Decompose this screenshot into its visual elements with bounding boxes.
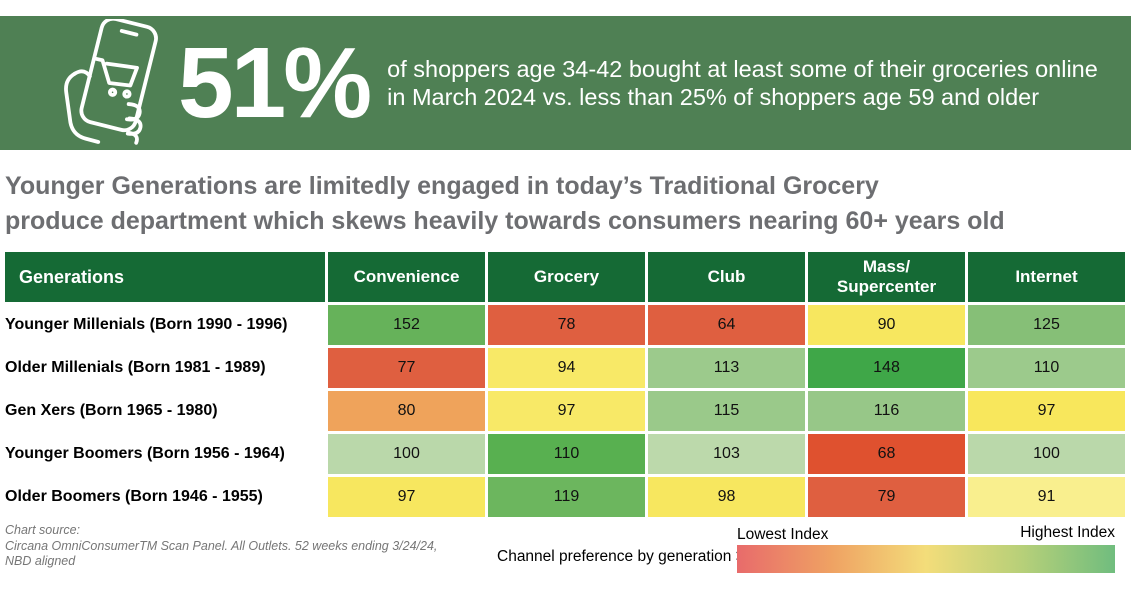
legend-lowest-label: Lowest Index	[737, 526, 829, 543]
row-label: Younger Millenials (Born 1990 - 1996)	[5, 305, 325, 345]
table-row: Older Boomers (Born 1946 - 1955) 97 119 98 7…	[5, 477, 1125, 517]
heatmap-header-row: Generations Convenience Grocery Club Mas…	[5, 252, 1125, 302]
column-header-club: Club	[648, 252, 805, 302]
heatmap-cell: 110	[488, 434, 645, 474]
legend-caption: Channel preference by generation >	[497, 548, 745, 565]
heatmap-cell: 64	[648, 305, 805, 345]
stat-description-line2: in March 2024 vs. less than 25% of shopp…	[387, 84, 1040, 110]
legend-gradient-bar	[737, 545, 1115, 573]
row-label: Older Millenials (Born 1981 - 1989)	[5, 348, 325, 388]
legend-highest-label: Highest Index	[1020, 524, 1115, 541]
row-label: Gen Xers (Born 1965 - 1980)	[5, 391, 325, 431]
column-header-generations: Generations	[5, 252, 325, 302]
heatmap-cell: 79	[808, 477, 965, 517]
heatmap-cell: 116	[808, 391, 965, 431]
table-row: Younger Boomers (Born 1956 - 1964) 100 110…	[5, 434, 1125, 474]
heatmap-cell: 125	[968, 305, 1125, 345]
table-row: Gen Xers (Born 1965 - 1980) 80 97 115 116 97	[5, 391, 1125, 431]
table-row: Younger Millenials (Born 1990 - 1996) 152…	[5, 305, 1125, 345]
heatmap-cell: 115	[648, 391, 805, 431]
hand-holding-phone-shopping-cart-icon	[64, 19, 158, 145]
chart-source-note: Chart source: Circana OmniConsumerTM Sca…	[5, 523, 485, 570]
page-title: Younger Generations are limitedly engage…	[5, 169, 1125, 239]
chart-source-line1: Chart source:	[5, 523, 81, 537]
chart-source-line3: NBD aligned	[5, 554, 76, 568]
heatmap-cell: 97	[488, 391, 645, 431]
heatmap-cell: 100	[968, 434, 1125, 474]
stat-description-line1: of shoppers age 34-42 bought at least so…	[387, 56, 1098, 82]
stat-banner: 51% of shoppers age 34-42 bought at leas…	[0, 16, 1131, 150]
table-row: Older Millenials (Born 1981 - 1989) 77 94 1…	[5, 348, 1125, 388]
column-header-mass-supercenter: Mass/ Supercenter	[808, 252, 965, 302]
heatmap-cell: 77	[328, 348, 485, 388]
heatmap-cell: 91	[968, 477, 1125, 517]
heatmap-cell: 68	[808, 434, 965, 474]
column-header-convenience: Convenience	[328, 252, 485, 302]
chart-source-line2: Circana OmniConsumerTM Scan Panel. All O…	[5, 538, 438, 553]
heatmap-cell: 78	[488, 305, 645, 345]
heatmap-cell: 100	[328, 434, 485, 474]
heatmap-table: Generations Convenience Grocery Club Mas…	[5, 252, 1125, 520]
heatmap-cell: 103	[648, 434, 805, 474]
column-header-internet: Internet	[968, 252, 1125, 302]
page-title-line2: produce department which skews heavily t…	[5, 207, 1005, 235]
heatmap-cell: 110	[968, 348, 1125, 388]
row-label: Older Boomers (Born 1946 - 1955)	[5, 477, 325, 517]
heatmap-cell: 148	[808, 348, 965, 388]
heatmap-cell: 98	[648, 477, 805, 517]
heatmap-body: Younger Millenials (Born 1990 - 1996) 152…	[5, 305, 1125, 517]
heatmap-cell: 152	[328, 305, 485, 345]
page-title-line1: Younger Generations are limitedly engage…	[5, 172, 879, 200]
heatmap-cell: 94	[488, 348, 645, 388]
heatmap-cell: 119	[488, 477, 645, 517]
row-label: Younger Boomers (Born 1956 - 1964)	[5, 434, 325, 474]
stat-description: of shoppers age 34-42 bought at least so…	[387, 55, 1098, 111]
heatmap-cell: 97	[328, 477, 485, 517]
heatmap-cell: 80	[328, 391, 485, 431]
heatmap-cell: 97	[968, 391, 1125, 431]
heatmap-cell: 90	[808, 305, 965, 345]
heatmap-cell: 113	[648, 348, 805, 388]
column-header-grocery: Grocery	[488, 252, 645, 302]
stat-value: 51%	[178, 27, 372, 139]
